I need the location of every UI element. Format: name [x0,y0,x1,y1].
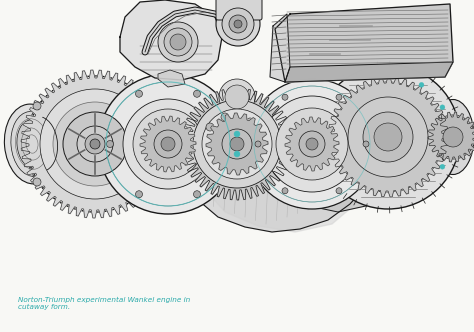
Circle shape [363,141,369,147]
Circle shape [234,151,240,157]
Polygon shape [206,113,268,175]
Circle shape [264,96,360,192]
Circle shape [290,122,334,166]
Circle shape [374,123,402,151]
Polygon shape [188,142,372,232]
Polygon shape [328,77,448,197]
Ellipse shape [17,120,47,168]
Polygon shape [60,140,450,148]
Polygon shape [25,80,82,208]
Polygon shape [140,116,196,172]
Circle shape [221,113,229,121]
Circle shape [443,127,463,147]
Circle shape [246,118,254,126]
Circle shape [206,123,214,131]
Circle shape [33,102,41,110]
Circle shape [222,140,229,147]
Polygon shape [428,112,474,162]
Circle shape [333,82,443,192]
Circle shape [219,79,255,115]
Circle shape [158,22,198,62]
Circle shape [440,105,445,110]
Circle shape [440,164,445,169]
Circle shape [419,82,424,87]
Circle shape [136,90,143,97]
Circle shape [193,191,201,198]
Polygon shape [175,140,375,232]
Circle shape [234,20,242,28]
Circle shape [336,188,342,194]
Circle shape [230,137,244,151]
Circle shape [225,85,249,109]
Circle shape [299,131,325,157]
Circle shape [316,65,460,209]
Polygon shape [285,62,453,82]
Circle shape [247,79,377,209]
Polygon shape [21,70,169,218]
Circle shape [123,99,213,189]
Circle shape [90,139,100,149]
Circle shape [33,178,41,186]
Circle shape [234,131,240,137]
Circle shape [53,102,137,186]
Circle shape [306,138,318,150]
Circle shape [282,188,288,194]
Circle shape [276,108,348,180]
Circle shape [40,89,150,199]
Circle shape [170,34,186,50]
Polygon shape [181,88,293,200]
Polygon shape [120,0,222,80]
Circle shape [348,97,428,177]
Circle shape [98,74,238,214]
Circle shape [146,122,190,166]
Circle shape [229,15,247,33]
Circle shape [336,94,342,100]
Ellipse shape [11,112,53,176]
Circle shape [363,112,413,162]
Circle shape [136,191,143,198]
FancyBboxPatch shape [216,0,262,20]
Circle shape [193,100,281,188]
Circle shape [107,140,113,147]
Circle shape [212,119,262,169]
Circle shape [164,28,192,56]
Polygon shape [275,4,453,82]
Circle shape [27,76,163,212]
Text: Norton-Triumph experimental Wankel engine in
cutaway form.: Norton-Triumph experimental Wankel engin… [18,297,190,310]
Polygon shape [158,70,185,87]
Circle shape [255,141,261,147]
Circle shape [154,130,182,158]
Circle shape [202,109,272,179]
Circle shape [193,90,201,97]
Circle shape [63,112,127,176]
Circle shape [77,126,113,162]
Circle shape [282,94,288,100]
Circle shape [222,129,252,159]
Ellipse shape [4,104,60,184]
Circle shape [85,134,105,154]
Polygon shape [245,127,412,212]
Circle shape [216,2,260,46]
Circle shape [431,115,474,159]
Circle shape [161,137,175,151]
Circle shape [133,109,203,179]
Ellipse shape [432,100,474,175]
Polygon shape [270,14,290,82]
Polygon shape [285,117,339,171]
Circle shape [222,8,254,40]
